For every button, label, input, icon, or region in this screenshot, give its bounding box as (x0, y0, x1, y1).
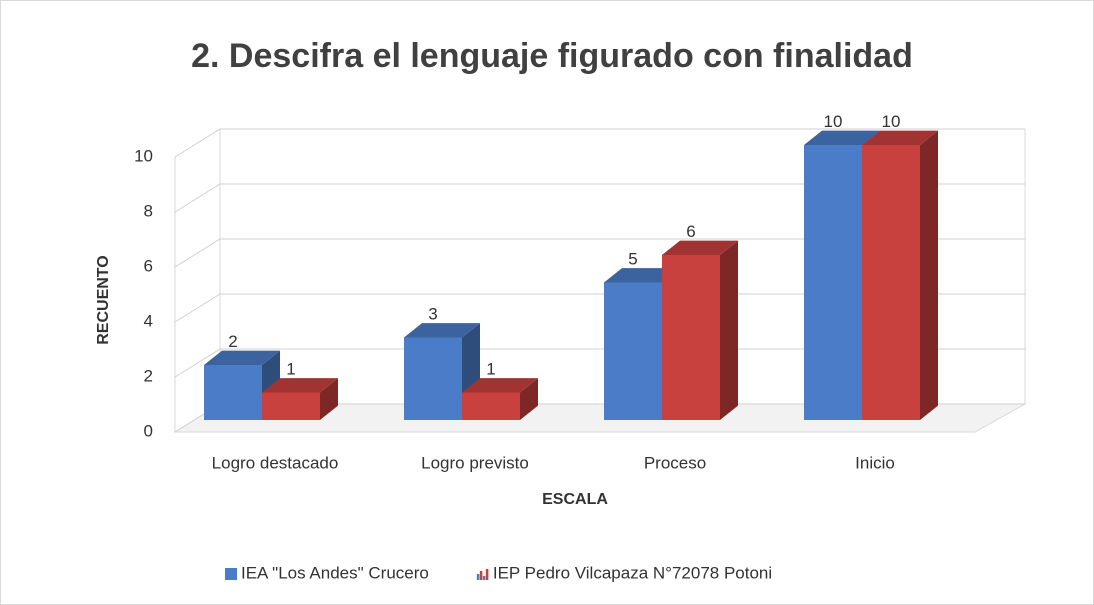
data-label: 10 (824, 112, 843, 131)
y-tick-label: 4 (144, 311, 153, 330)
bar-top (404, 323, 480, 338)
bar (204, 350, 280, 420)
legend-swatch (482, 576, 486, 580)
bar-top (604, 268, 680, 283)
data-label: 1 (286, 360, 295, 379)
data-label: 5 (628, 250, 637, 269)
chart-title: 2. Descifra el lenguaje figurado con fin… (191, 37, 913, 75)
bar-front (404, 337, 462, 420)
bar (862, 130, 938, 420)
y-tick-label: 10 (134, 146, 153, 165)
legend-label: IEA "Los Andes" Crucero (241, 563, 429, 582)
bar-front (462, 392, 520, 420)
grid-line (174, 348, 1025, 378)
x-tick-label: Logro destacado (212, 453, 339, 472)
bar (262, 378, 338, 420)
bar-side (720, 240, 738, 420)
y-tick-label: 6 (144, 256, 153, 275)
legend-swatch (479, 571, 483, 580)
data-label: 2 (228, 332, 237, 351)
bar-front (862, 145, 920, 420)
data-label: 10 (882, 112, 901, 131)
bar-top (862, 130, 938, 145)
bar-front (662, 255, 720, 420)
x-axis-title: ESCALA (542, 491, 608, 508)
legend-swatch (476, 574, 480, 580)
bar-side (920, 130, 938, 420)
grid-line (174, 293, 1025, 323)
bar (404, 323, 480, 420)
data-label: 1 (486, 360, 495, 379)
bar-top (462, 378, 538, 393)
bar-side (320, 378, 338, 420)
bar-top (262, 378, 338, 393)
data-label: 6 (686, 222, 695, 241)
bar-front (262, 392, 320, 420)
bar-front (204, 365, 262, 420)
bar-front (604, 282, 662, 420)
grid-line (174, 128, 1025, 158)
bar (462, 378, 538, 420)
x-tick-label: Logro previsto (421, 453, 529, 472)
y-tick-label: 0 (144, 421, 153, 440)
bar-top (662, 240, 738, 255)
legend-swatch (225, 568, 237, 580)
data-label: 3 (428, 305, 437, 324)
bar (662, 240, 738, 420)
y-tick-label: 2 (144, 366, 153, 385)
bar-side (520, 378, 538, 420)
bar-top (804, 130, 880, 145)
y-tick-label: 8 (144, 201, 153, 220)
y-axis-title: RECUENTO (95, 255, 112, 345)
grid-line (174, 238, 1025, 268)
bar-front (804, 145, 862, 420)
legend-swatch (485, 569, 489, 580)
x-tick-label: Inicio (855, 453, 895, 472)
x-tick-label: Proceso (644, 453, 706, 472)
bar-top (204, 350, 280, 365)
grid-line (174, 183, 1025, 213)
legend-label: IEP Pedro Vilcapaza N°72078 Potoni (493, 563, 772, 582)
